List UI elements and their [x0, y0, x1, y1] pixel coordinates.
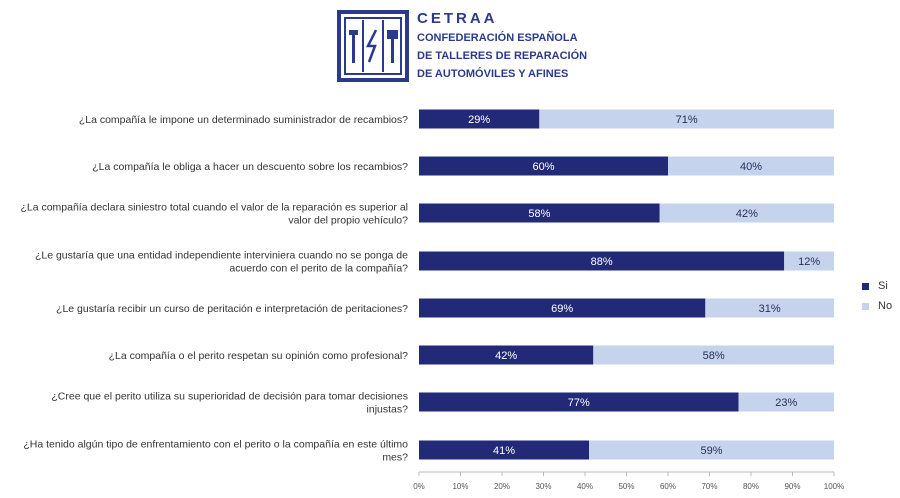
- org-name-line-3: DE AUTOMÓVILES Y AFINES: [417, 68, 569, 80]
- x-tick-label: 0%: [413, 482, 425, 491]
- question-label: ¿Cree que el perito utiliza su superiori…: [51, 391, 408, 403]
- data-label-no: 23%: [775, 397, 797, 409]
- x-tick-label: 20%: [494, 482, 510, 491]
- x-tick-label: 30%: [535, 482, 551, 491]
- data-label-si: 42%: [495, 350, 517, 362]
- x-tick-label: 80%: [743, 482, 759, 491]
- bar-si: [419, 203, 660, 223]
- data-label-no: 31%: [759, 303, 781, 315]
- question-label: valor del propio vehículo?: [288, 215, 408, 227]
- bar-si: [419, 109, 540, 129]
- bar-si: [419, 392, 739, 412]
- data-label-si: 88%: [591, 256, 613, 268]
- bar-no: [738, 392, 834, 412]
- question-label: ¿La compañía o el perito respetan su opi…: [109, 350, 409, 362]
- question-label: mes?: [382, 452, 408, 464]
- bar-no: [705, 298, 834, 318]
- data-label-no: 42%: [736, 208, 758, 220]
- question-label: ¿Le gustaría recibir un curso de peritac…: [56, 303, 408, 315]
- bar-no: [659, 203, 834, 223]
- data-label-si: 60%: [532, 161, 554, 173]
- data-label-si: 29%: [468, 114, 490, 126]
- legend-swatch-no: [862, 302, 869, 310]
- org-abbreviation: CETRAA: [417, 10, 498, 27]
- data-label-no: 71%: [676, 114, 698, 126]
- data-label-si: 77%: [568, 397, 590, 409]
- x-tick-label: 10%: [452, 482, 468, 491]
- bar-no: [784, 251, 834, 271]
- legend: Si No: [862, 276, 892, 316]
- data-label-si: 41%: [493, 445, 515, 457]
- bar-si: [419, 440, 590, 460]
- data-label-si: 58%: [528, 208, 550, 220]
- legend-item-si: Si: [862, 276, 892, 296]
- x-tick-label: 70%: [701, 482, 717, 491]
- header: CETRAA CONFEDERACIÓN ESPAÑOLA DE TALLERE…: [337, 10, 587, 86]
- org-name-line-2: DE TALLERES DE REPARACIÓN: [417, 50, 588, 62]
- bar-no: [668, 156, 834, 176]
- question-label: acuerdo con el perito de la compañía?: [229, 263, 408, 275]
- bar-si: [419, 251, 785, 271]
- data-label-no: 58%: [703, 350, 725, 362]
- bar-no: [539, 109, 834, 129]
- x-tick-label: 60%: [660, 482, 676, 491]
- question-label: ¿La compañía declara siniestro total cua…: [20, 202, 408, 214]
- legend-item-no: No: [862, 296, 892, 316]
- org-name-line-1: CONFEDERACIÓN ESPAÑOLA: [417, 32, 578, 44]
- data-label-no: 59%: [701, 445, 723, 457]
- data-label-si: 69%: [551, 303, 573, 315]
- question-label: ¿La compañía le obliga a hacer un descue…: [92, 161, 408, 173]
- bar-no: [593, 345, 834, 365]
- bar-si: [419, 298, 706, 318]
- bar-si: [419, 345, 594, 365]
- question-label: ¿Le gustaría que una entidad independien…: [35, 250, 408, 262]
- x-tick-label: 50%: [618, 482, 634, 491]
- question-label: injustas?: [367, 404, 409, 416]
- tools-icon: [344, 17, 402, 75]
- legend-label-si: Si: [878, 280, 888, 292]
- bar-si: [419, 156, 668, 176]
- cetraa-logo: [337, 10, 409, 82]
- legend-label-no: No: [878, 300, 893, 312]
- data-label-no: 40%: [740, 161, 762, 173]
- question-label: ¿La compañía le impone un determinado su…: [79, 114, 408, 126]
- question-label: ¿Ha tenido algún tipo de enfrentamiento …: [23, 439, 408, 451]
- x-tick-label: 100%: [824, 482, 844, 491]
- legend-swatch-si: [862, 282, 869, 290]
- x-tick-label: 90%: [784, 482, 800, 491]
- x-tick-label: 40%: [577, 482, 593, 491]
- data-label-no: 12%: [798, 256, 820, 268]
- bar-no: [589, 440, 834, 460]
